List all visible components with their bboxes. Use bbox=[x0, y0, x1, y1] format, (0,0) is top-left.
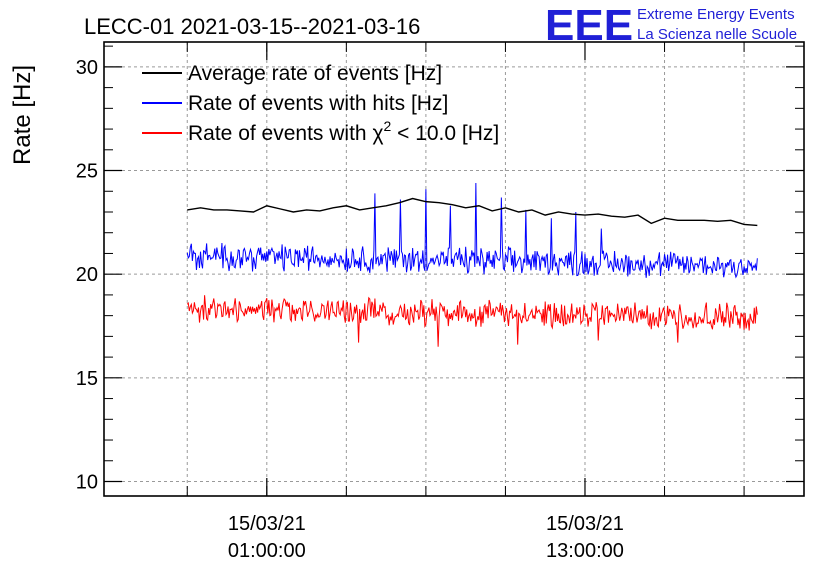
plot-frame bbox=[103, 41, 805, 497]
axes: 10 15 20 25 30 15/03/21 01:00:00 15/03/21 13:00:… bbox=[76, 41, 805, 562]
y-tick-label: 20 bbox=[76, 264, 98, 286]
y-tick-label: 15 bbox=[76, 368, 98, 390]
x-tick-label-time: 13:00:00 bbox=[546, 540, 624, 562]
series-line-average bbox=[187, 197, 758, 227]
series-lines bbox=[186, 182, 758, 347]
logo-line-1: Extreme Energy Events bbox=[637, 6, 795, 23]
grid bbox=[104, 42, 804, 496]
x-tick-label-date: 15/03/21 bbox=[546, 513, 624, 535]
legend-label: Rate of events with χ2 < 10.0 [Hz] bbox=[188, 118, 499, 145]
legend-label: Rate of events with hits [Hz] bbox=[188, 92, 448, 115]
x-tick-label-date: 15/03/21 bbox=[228, 513, 306, 535]
eee-logo: EEE Extreme Energy Events La Scienza nel… bbox=[545, 1, 797, 50]
logo-line-2: La Scienza nelle Scuole bbox=[637, 26, 797, 43]
series-line-hits bbox=[186, 182, 758, 279]
y-axis-title: Rate [Hz] bbox=[9, 65, 36, 165]
series-line-chi2 bbox=[186, 295, 758, 347]
y-tick-label: 10 bbox=[76, 471, 98, 493]
y-tick-label: 30 bbox=[76, 57, 98, 79]
legend-label: Average rate of events [Hz] bbox=[188, 62, 442, 85]
legend: Average rate of events [Hz] Rate of event… bbox=[142, 62, 499, 145]
y-tick-label: 25 bbox=[76, 161, 98, 183]
x-tick-label-time: 01:00:00 bbox=[228, 540, 306, 562]
chart-title: LECC-01 2021-03-15--2021-03-16 bbox=[84, 14, 420, 39]
